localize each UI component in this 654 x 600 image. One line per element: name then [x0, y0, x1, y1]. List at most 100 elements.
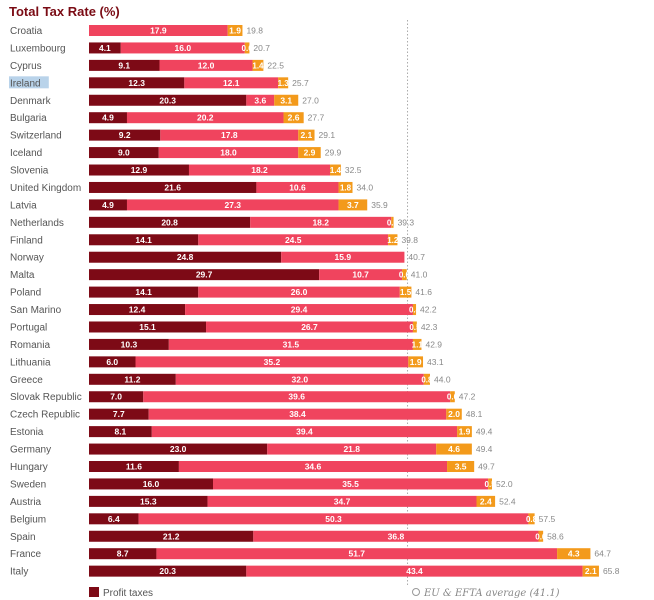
bar-segment-2 — [178, 461, 448, 472]
bar-segment-3 — [447, 461, 475, 472]
bar-segment-3 — [298, 129, 315, 141]
country-label: France — [10, 549, 42, 560]
segment-value-label: 11.6 — [126, 462, 142, 472]
bar-segment-1 — [89, 356, 136, 368]
bar-segment-1 — [89, 530, 254, 542]
segment-value-label: 2.1 — [585, 566, 597, 576]
total-value-label: 40.7 — [408, 252, 425, 262]
bar-segment-1 — [89, 426, 152, 438]
segment-value-label: 8.1 — [114, 427, 126, 437]
bar-segment-3 — [338, 181, 353, 193]
segment-value-label: 39.6 — [288, 392, 305, 402]
bar-row-estonia: Estonia 8.1 39.4 1.9 49.4 — [10, 426, 493, 438]
bar-segment-1 — [89, 548, 157, 560]
segment-value-label: 8.7 — [117, 549, 129, 559]
segment-value-label: 26.7 — [301, 322, 318, 332]
segment-value-label: 1.3 — [278, 79, 290, 88]
segment-value-label: 24.5 — [285, 235, 302, 245]
segment-value-label: 43.4 — [406, 566, 423, 576]
bar-row-italy: Italy 20.3 43.4 2.1 65.8 — [10, 565, 620, 578]
country-label: Portugal — [10, 322, 47, 333]
segment-value-label: 1.9 — [459, 427, 471, 437]
country-label: Lithuania — [10, 357, 51, 368]
bar-segment-3 — [399, 286, 412, 298]
bar-segment-1 — [89, 443, 268, 455]
segment-value-label: 3.7 — [347, 200, 359, 210]
total-value-label: 42.3 — [421, 322, 438, 332]
segment-value-label: 3.6 — [254, 95, 266, 105]
segment-value-label: 18.0 — [220, 148, 237, 158]
bar-segment-2 — [188, 164, 331, 176]
bar-segment-2 — [143, 391, 451, 403]
segment-value-label: 32.0 — [292, 374, 309, 384]
segment-value-label: 27.3 — [224, 200, 241, 210]
segment-value-label: 12.4 — [129, 305, 146, 315]
bar-segment-2 — [250, 216, 392, 228]
segment-value-label: 12.3 — [128, 78, 145, 88]
bar-segment-2 — [168, 338, 413, 350]
bar-segment-2 — [160, 129, 299, 141]
bar-row-czech-republic: Czech Republic 7.7 38.4 2.0 48.1 — [10, 408, 483, 421]
bar-segment-3 — [252, 59, 264, 71]
segment-value-label: 0.6 — [242, 44, 254, 53]
bar-segment-3 — [412, 338, 422, 350]
segment-value-label: 1.9 — [229, 26, 241, 36]
country-label: Croatia — [10, 26, 43, 37]
segment-value-label: 1.1 — [412, 340, 424, 349]
country-label: Hungary — [10, 462, 48, 473]
bar-segment-2 — [156, 548, 558, 560]
segment-value-label: 15.9 — [335, 252, 352, 262]
country-label: Malta — [10, 270, 35, 281]
country-label: Belgium — [10, 514, 46, 525]
segment-value-label: 0.3 — [387, 218, 399, 227]
bar-row-lithuania: Lithuania 6.0 35.2 1.9 43.1 — [10, 356, 444, 368]
segment-value-label: 35.5 — [342, 479, 359, 489]
bar-segment-3 — [582, 565, 599, 577]
segment-value-label: 0.4 — [409, 306, 421, 315]
bar-segment-1 — [89, 286, 199, 298]
total-value-label: 29.9 — [325, 148, 342, 158]
segment-value-label: 0.6 — [399, 271, 411, 280]
bar-segment-1 — [89, 77, 185, 89]
country-label: Finland — [10, 235, 43, 246]
total-value-label: 52.0 — [496, 479, 513, 489]
bar-segment-1 — [89, 251, 282, 263]
country-label: Netherlands — [10, 218, 64, 229]
segment-value-label: 17.9 — [150, 26, 167, 36]
bar-segment-1 — [89, 94, 247, 106]
segment-value-label: 15.3 — [140, 496, 157, 506]
bar-segment-2 — [267, 443, 437, 455]
segment-value-label: 4.9 — [102, 200, 114, 210]
segment-value-label: 10.7 — [352, 270, 369, 280]
bar-row-belgium: Belgium 6.4 50.3 0.8 57.5 — [10, 513, 555, 525]
total-value-label: 52.4 — [499, 496, 516, 506]
bar-row-switzerland: Switzerland 9.2 17.8 2.1 29.1 — [10, 129, 335, 142]
segment-value-label: 18.2 — [312, 217, 329, 227]
total-value-label: 47.2 — [459, 392, 476, 402]
bar-segment-1 — [89, 495, 208, 507]
total-value-label: 43.1 — [427, 357, 444, 367]
bar-segment-2 — [135, 356, 409, 368]
segment-value-label: 51.7 — [348, 549, 365, 559]
bar-segment-3 — [476, 495, 496, 507]
segment-value-label: 0.6 — [535, 532, 547, 541]
total-value-label: 34.0 — [357, 182, 374, 192]
segment-value-label: 4.6 — [448, 444, 460, 454]
segment-value-label: 50.3 — [325, 514, 342, 524]
bar-segment-1 — [89, 147, 159, 159]
total-value-label: 27.0 — [302, 95, 319, 105]
segment-value-label: 4.9 — [102, 113, 114, 123]
bar-segment-2 — [184, 77, 279, 89]
segment-value-label: 1.8 — [340, 183, 352, 192]
total-value-label: 57.5 — [539, 514, 556, 524]
bar-row-sweden: Sweden 16.0 35.5 0.5 52.0 — [10, 478, 513, 490]
country-label: Norway — [10, 253, 44, 264]
bar-segment-2 — [120, 42, 245, 54]
bar-segment-3 — [412, 321, 417, 333]
bar-row-united-kingdom: United Kingdom 21.6 10.6 1.8 34.0 — [10, 181, 374, 194]
legend-label-profit-taxes: Profit taxes — [103, 588, 153, 599]
country-label: Greece — [10, 375, 43, 386]
segment-value-label: 9.1 — [118, 60, 130, 70]
bar-segment-3 — [528, 513, 535, 525]
